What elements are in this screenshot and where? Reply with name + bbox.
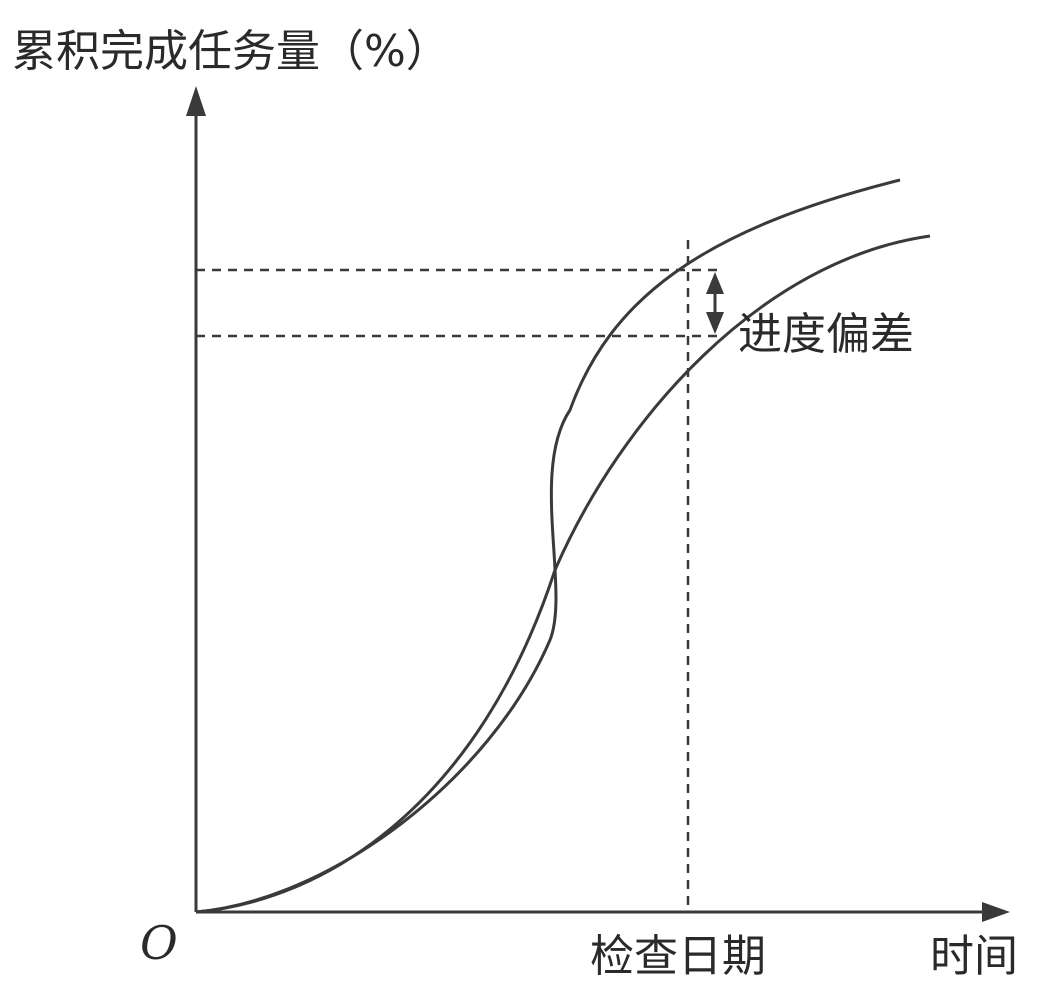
x-axis-label: 时间	[930, 931, 1018, 982]
deviation-label: 进度偏差	[738, 309, 914, 360]
x-axis-arrow-icon	[982, 902, 1010, 922]
y-axis-label: 累积完成任务量（%）	[12, 26, 450, 77]
actual-curve	[195, 234, 931, 914]
deviation-arrow-up-icon	[706, 272, 724, 294]
y-axis-arrow-icon	[186, 86, 206, 116]
check-date-label: 检查日期	[590, 931, 766, 982]
deviation-arrow-down-icon	[706, 312, 724, 334]
s-curve	[195, 178, 901, 914]
origin-label: O	[140, 916, 178, 970]
